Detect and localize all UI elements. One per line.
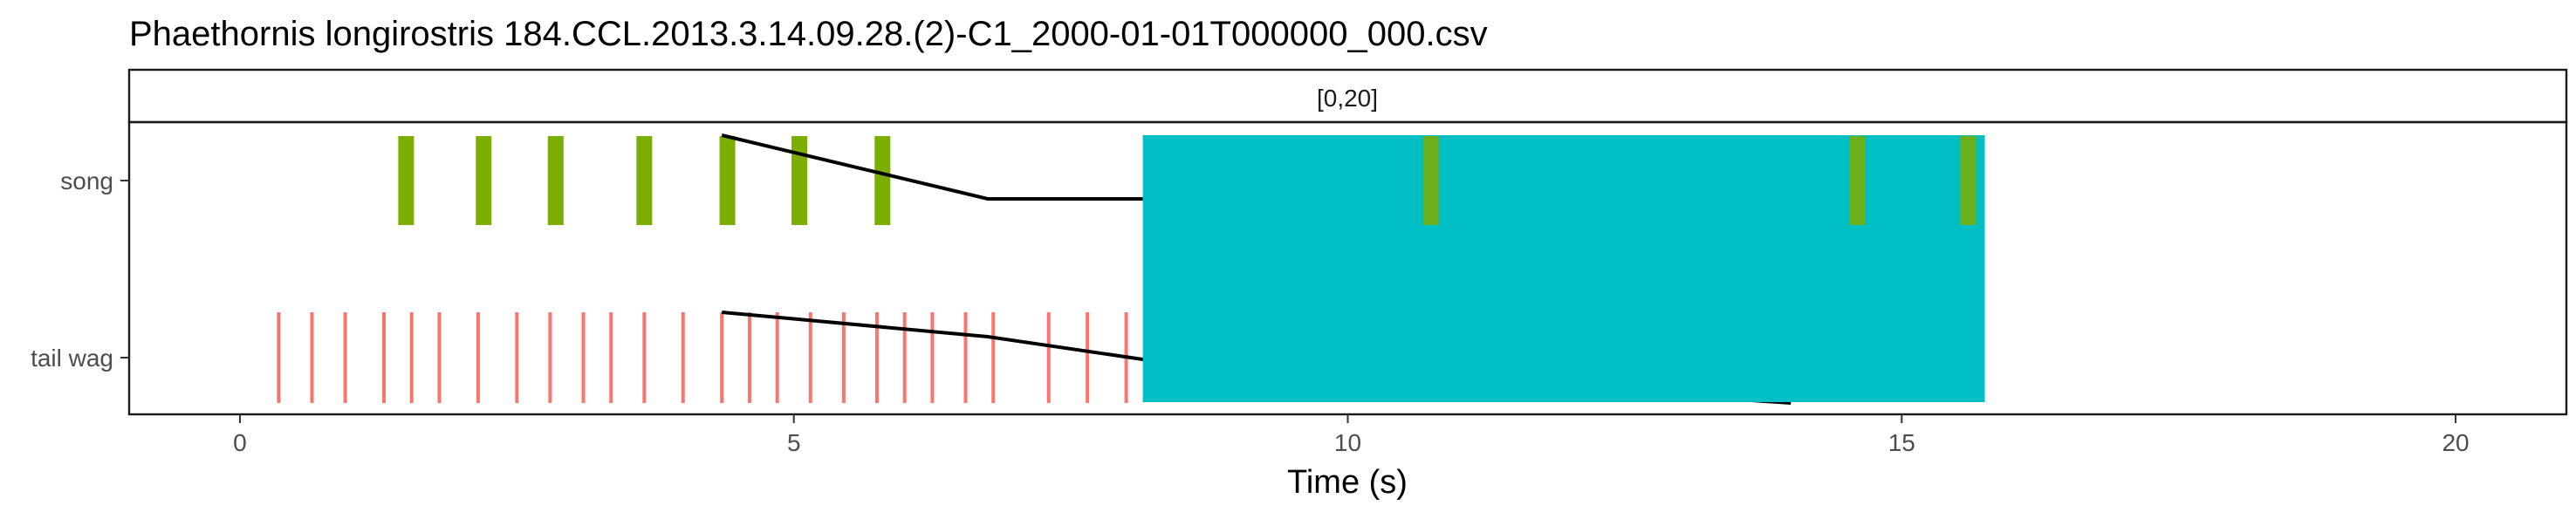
- y-tick-label: song: [60, 167, 113, 195]
- x-tick-label: 0: [233, 429, 247, 456]
- song-mark-overlay: [1960, 136, 1977, 225]
- x-tick-label: 15: [1888, 429, 1915, 456]
- connector-line: [721, 133, 1143, 201]
- y-axis: song tail wag: [31, 167, 129, 372]
- song-mark: [547, 136, 564, 225]
- x-tick-label: 5: [787, 429, 801, 456]
- chart-title: Phaethornis longirostris 184.CCL.2013.3.…: [129, 15, 1488, 53]
- x-axis-label: Time (s): [1287, 464, 1408, 501]
- facet-strip: [127, 68, 2568, 124]
- highlight-block: [1142, 135, 1985, 402]
- facet-strip-label: [0,20]: [1317, 85, 1378, 112]
- x-tick-label: 20: [2442, 429, 2469, 456]
- song-mark-overlay: [1849, 136, 1866, 225]
- x-axis: 0 5 10 15 20: [233, 414, 2470, 456]
- song-mark-overlay: [1422, 136, 1439, 225]
- song-mark: [791, 136, 808, 225]
- song-mark: [476, 136, 492, 225]
- chart-marks: [277, 133, 1985, 405]
- song-mark: [874, 136, 891, 225]
- x-tick-label: 10: [1334, 429, 1361, 456]
- song-mark: [398, 136, 414, 225]
- song-mark: [719, 136, 736, 225]
- song-mark: [636, 136, 653, 225]
- y-tick-label: tail wag: [31, 345, 113, 372]
